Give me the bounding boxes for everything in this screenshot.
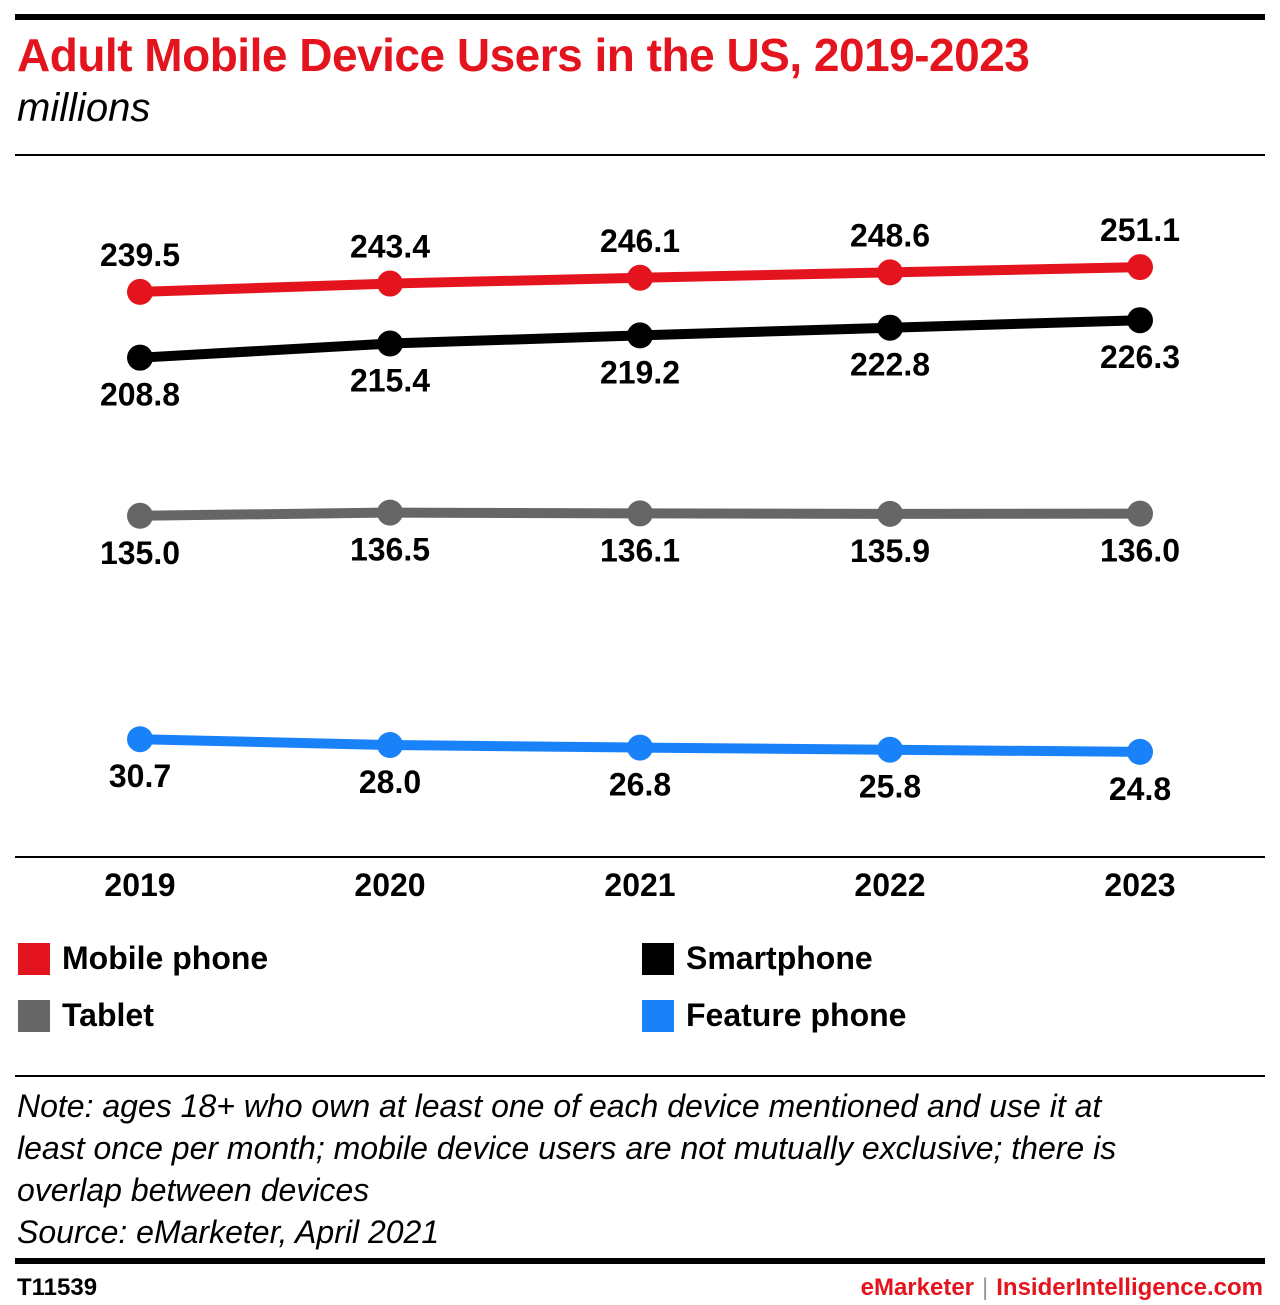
data-point-tablet [627,500,653,527]
chart-subtitle: millions [17,86,151,130]
legend-item-mobile-phone: Mobile phone [18,940,268,977]
brand-credit: eMarketer | InsiderIntelligence.com [861,1274,1263,1302]
data-label-tablet: 136.1 [600,532,680,568]
header-divider [15,154,1265,156]
brand-insider-intelligence: InsiderIntelligence.com [996,1274,1263,1301]
data-point-smartphone [377,330,403,357]
source-line: Source: eMarketer, April 2021 [17,1214,440,1250]
data-point-smartphone [127,344,153,371]
top-rule [15,14,1265,20]
data-point-smartphone [627,322,653,349]
brand-separator: | [982,1274,989,1301]
legend-label-feature-phone: Feature phone [686,997,907,1033]
data-label-tablet: 136.0 [1100,533,1180,569]
line-chart: 2019 2020 2021 2022 2023 239.5 243.4 246.1 248.6… [15,212,1265,903]
x-tick-label: 2023 [1104,867,1175,903]
data-point-mobile-phone [377,270,403,297]
data-point-feature-phone [1127,738,1153,765]
data-point-mobile-phone [877,259,903,286]
legend-swatch-feature-phone [642,999,674,1032]
legend-item-tablet: Tablet [18,997,154,1034]
data-label-smartphone: 215.4 [350,363,430,399]
data-label-smartphone: 226.3 [1100,339,1180,375]
data-label-smartphone: 222.8 [850,347,930,383]
note-block: Note: ages 18+ who own at least one of e… [17,1085,1257,1253]
legend-label-mobile-phone: Mobile phone [62,940,269,976]
note-line: overlap between devices [17,1172,370,1208]
data-label-tablet: 135.0 [100,535,180,571]
data-point-tablet [377,499,403,526]
data-label-feature-phone: 25.8 [859,769,921,805]
data-label-feature-phone: 26.8 [609,767,671,803]
legend-swatch-smartphone [642,942,674,975]
data-label-feature-phone: 28.0 [359,764,421,800]
data-label-feature-phone: 30.7 [109,758,171,794]
note-line: least once per month; mobile device user… [17,1130,1117,1166]
legend-swatch-tablet [18,999,50,1032]
data-point-tablet [127,502,153,529]
data-label-tablet: 135.9 [850,533,930,569]
data-label-smartphone: 219.2 [600,354,680,390]
data-point-mobile-phone [127,278,153,305]
data-point-feature-phone [877,736,903,763]
data-label-mobile-phone: 243.4 [350,229,430,265]
data-point-mobile-phone [627,264,653,291]
data-label-mobile-phone: 246.1 [600,223,680,259]
data-label-mobile-phone: 251.1 [1100,212,1180,248]
data-point-tablet [877,500,903,527]
data-point-tablet [1127,500,1153,527]
bottom-rule [15,1258,1265,1264]
x-tick-label: 2022 [854,867,925,903]
data-point-feature-phone [377,732,403,759]
footer-divider [15,1075,1265,1077]
x-tick-label: 2019 [104,867,175,903]
data-label-feature-phone: 24.8 [1109,771,1171,807]
x-tick-label: 2021 [604,867,675,903]
data-point-smartphone [877,314,903,341]
legend-label-tablet: Tablet [62,997,154,1033]
data-point-feature-phone [127,726,153,753]
x-tick-label: 2020 [354,867,425,903]
note-line: Note: ages 18+ who own at least one of e… [17,1088,1102,1124]
data-point-smartphone [1127,307,1153,334]
data-label-tablet: 136.5 [350,532,430,568]
data-point-feature-phone [627,734,653,761]
chart-id: T11539 [17,1274,98,1301]
legend-item-smartphone: Smartphone [642,940,873,977]
chart-title: Adult Mobile Device Users in the US, 201… [17,29,1030,81]
data-label-mobile-phone: 239.5 [100,237,180,273]
legend-swatch-mobile-phone [18,942,50,975]
data-label-smartphone: 208.8 [100,377,180,413]
data-point-mobile-phone [1127,254,1153,281]
legend-item-feature-phone: Feature phone [642,997,906,1034]
data-label-mobile-phone: 248.6 [850,217,930,253]
legend-label-smartphone: Smartphone [686,940,873,976]
legend: Mobile phone Smartphone Tablet Feature p… [0,935,1280,1055]
brand-emarketer: eMarketer [860,1274,975,1301]
